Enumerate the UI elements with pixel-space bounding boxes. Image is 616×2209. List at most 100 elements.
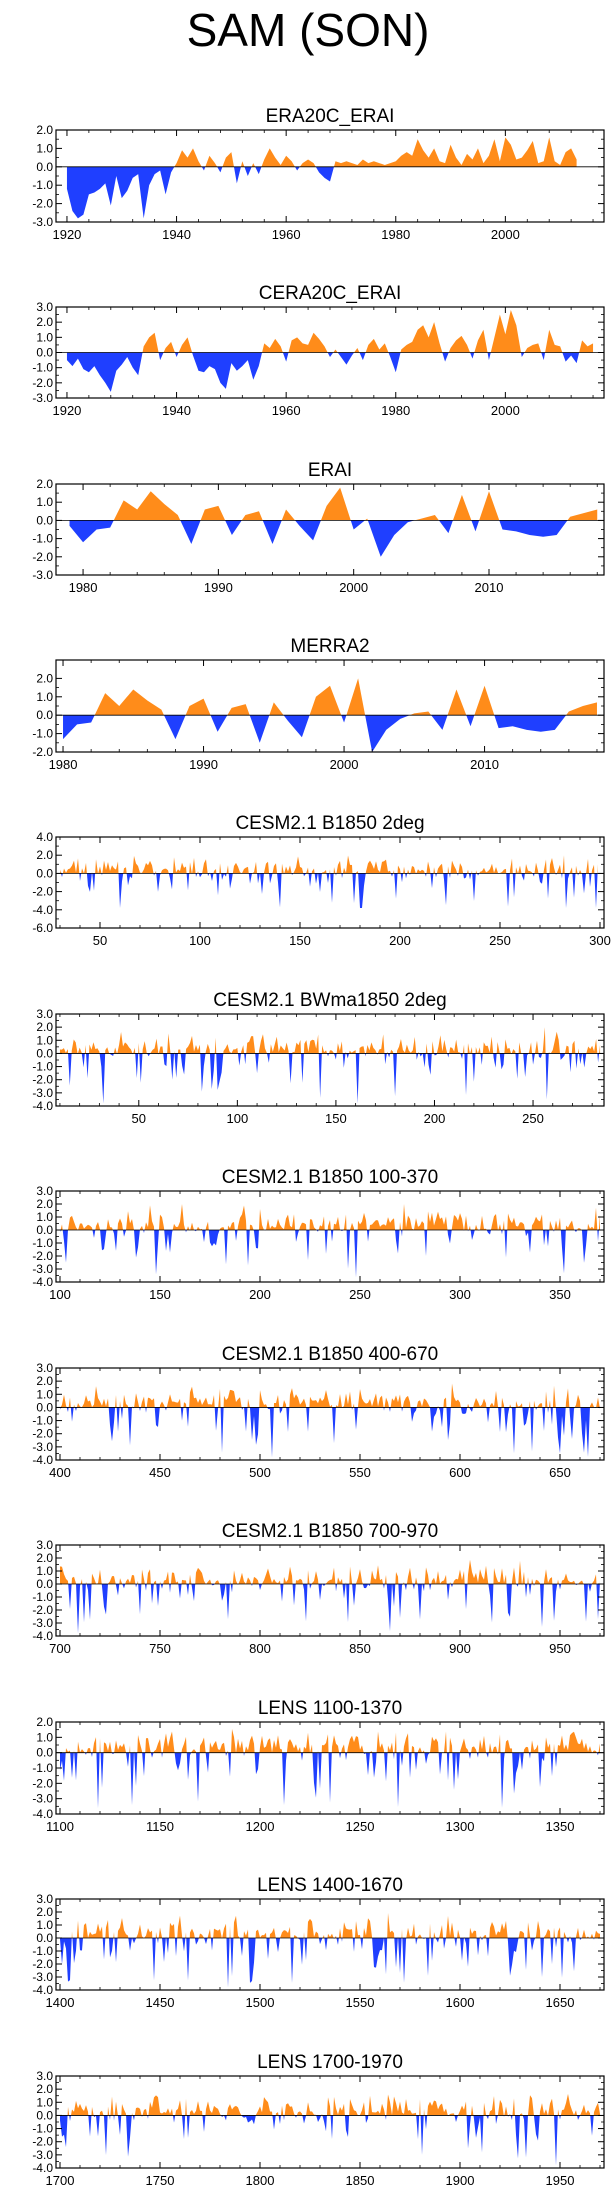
plot-frame xyxy=(55,836,605,929)
y-tick-label: -3.0 xyxy=(32,1616,53,1630)
x-tick-label: 650 xyxy=(549,1465,571,1480)
y-tick-label: 1.0 xyxy=(36,1564,53,1578)
x-tick-label: 250 xyxy=(522,1111,544,1126)
y-tick-label: -4.0 xyxy=(32,1807,53,1821)
x-tick-label: 1450 xyxy=(146,1995,175,2010)
y-tick-label: -4.0 xyxy=(32,2161,53,2175)
y-tick-label: -4.0 xyxy=(32,1983,53,1997)
chart-panel: CESM2.1 BWma1850 2deg 3.02.01.00.0-1.0-2.… xyxy=(32,990,605,1126)
y-tick-label: -4.0 xyxy=(32,1275,53,1289)
x-tick-label: 100 xyxy=(227,1111,249,1126)
positive-area xyxy=(60,1204,600,1230)
y-tick-label: 2.0 xyxy=(36,671,53,685)
y-tick-label: 1.0 xyxy=(36,1730,53,1744)
y-tick-label: 1.0 xyxy=(36,2095,53,2109)
x-tick-label: 100 xyxy=(189,933,211,948)
positive-area xyxy=(60,855,598,874)
x-tick-label: 1960 xyxy=(272,403,301,418)
negative-area xyxy=(60,2115,600,2166)
x-tick-label: 750 xyxy=(149,1641,171,1656)
y-tick-label: 0.0 xyxy=(36,708,53,722)
y-tick-label: 0.0 xyxy=(36,1746,53,1760)
chart-panel: LENS 1400-1670 3.02.01.00.0-1.0-2.0-3.0-4… xyxy=(32,1875,605,2010)
y-tick-label: 2.0 xyxy=(36,1715,53,1729)
chart-title: MERRA2 xyxy=(290,636,369,657)
chart-title: LENS 1700-1970 xyxy=(257,2052,403,2073)
y-tick-label: -2.0 xyxy=(32,885,53,899)
y-tick-label: -1.0 xyxy=(32,178,53,192)
y-tick-label: 3.0 xyxy=(36,2069,53,2083)
x-tick-label: 1940 xyxy=(162,227,191,242)
y-tick-label: 0.0 xyxy=(36,1046,53,1060)
y-tick-label: 3.0 xyxy=(36,1892,53,1906)
x-tick-label: 2000 xyxy=(491,403,520,418)
y-tick-label: -3.0 xyxy=(32,391,53,405)
y-tick-label: -6.0 xyxy=(32,921,53,935)
y-tick-label: 1.0 xyxy=(36,141,53,155)
chart-title: LENS 1100-1370 xyxy=(258,1698,402,1719)
x-tick-label: 50 xyxy=(93,933,107,948)
x-tick-label: 1920 xyxy=(52,403,81,418)
x-tick-label: 550 xyxy=(349,1465,371,1480)
plot-frame xyxy=(55,1544,605,1637)
figure-title: SAM (SON) xyxy=(187,4,430,56)
y-tick-label: 0.0 xyxy=(36,866,53,880)
y-tick-label: 3.0 xyxy=(36,1184,53,1198)
x-tick-label: 1700 xyxy=(46,2173,75,2188)
x-tick-label: 2000 xyxy=(491,227,520,242)
y-tick-label: -1.0 xyxy=(32,1236,53,1250)
x-tick-label: 950 xyxy=(549,1641,571,1656)
y-tick-label: -3.0 xyxy=(32,215,53,229)
y-tick-label: 3.0 xyxy=(36,1538,53,1552)
y-tick-label: 4.0 xyxy=(36,830,53,844)
negative-area xyxy=(59,1053,601,1104)
y-tick-label: -2.0 xyxy=(32,1603,53,1617)
x-tick-label: 1150 xyxy=(146,1819,174,1834)
positive-area xyxy=(66,310,594,353)
x-tick-label: 1850 xyxy=(346,2173,375,2188)
plot-frame xyxy=(55,1898,605,1991)
x-tick-label: 1940 xyxy=(162,403,191,418)
x-tick-label: 800 xyxy=(249,1641,271,1656)
y-tick-label: -2.0 xyxy=(32,1427,53,1441)
chart-panel: LENS 1700-1970 3.02.01.00.0-1.0-2.0-3.0-4… xyxy=(32,2052,605,2188)
y-tick-label: -3.0 xyxy=(32,1086,53,1100)
positive-area xyxy=(60,1559,600,1584)
y-tick-label: 3.0 xyxy=(36,1007,53,1021)
negative-area xyxy=(60,1584,600,1634)
x-tick-label: 1400 xyxy=(46,1995,75,2010)
y-tick-label: -2.0 xyxy=(32,1249,53,1263)
y-tick-label: 0.0 xyxy=(36,160,53,174)
y-tick-label: -2.0 xyxy=(32,1073,53,1087)
y-tick-label: 2.0 xyxy=(36,1020,53,1034)
y-tick-label: 2.0 xyxy=(36,1905,53,1919)
y-tick-label: -2.0 xyxy=(32,1957,53,1971)
positive-area xyxy=(69,487,598,521)
y-tick-label: 2.0 xyxy=(36,1197,53,1211)
x-tick-label: 100 xyxy=(49,1287,71,1302)
y-tick-label: -3.0 xyxy=(32,1262,53,1276)
chart-panel: CESM2.1 B1850 700-970 3.02.01.00.0-1.0-2.… xyxy=(32,1521,605,1656)
negative-area xyxy=(66,352,594,392)
x-tick-label: 1200 xyxy=(246,1819,275,1834)
negative-area xyxy=(60,1752,600,1809)
x-tick-label: 400 xyxy=(49,1465,71,1480)
x-tick-label: 450 xyxy=(149,1465,171,1480)
x-tick-label: 1600 xyxy=(446,1995,475,2010)
negative-area xyxy=(60,1938,600,1988)
y-tick-label: 2.0 xyxy=(36,1551,53,1565)
x-tick-label: 1950 xyxy=(546,2173,575,2188)
negative-area xyxy=(66,166,577,219)
x-tick-label: 1960 xyxy=(272,227,301,242)
y-tick-label: -3.0 xyxy=(32,1792,53,1806)
y-tick-label: -2.0 xyxy=(32,2135,53,2149)
y-tick-label: 0.0 xyxy=(36,513,53,527)
y-tick-label: 2.0 xyxy=(36,1374,53,1388)
chart-title: ERA20C_ERAI xyxy=(266,106,395,127)
chart-title: CESM2.1 B1850 2deg xyxy=(235,813,424,834)
x-tick-label: 1300 xyxy=(446,1819,475,1834)
positive-area xyxy=(66,137,577,167)
